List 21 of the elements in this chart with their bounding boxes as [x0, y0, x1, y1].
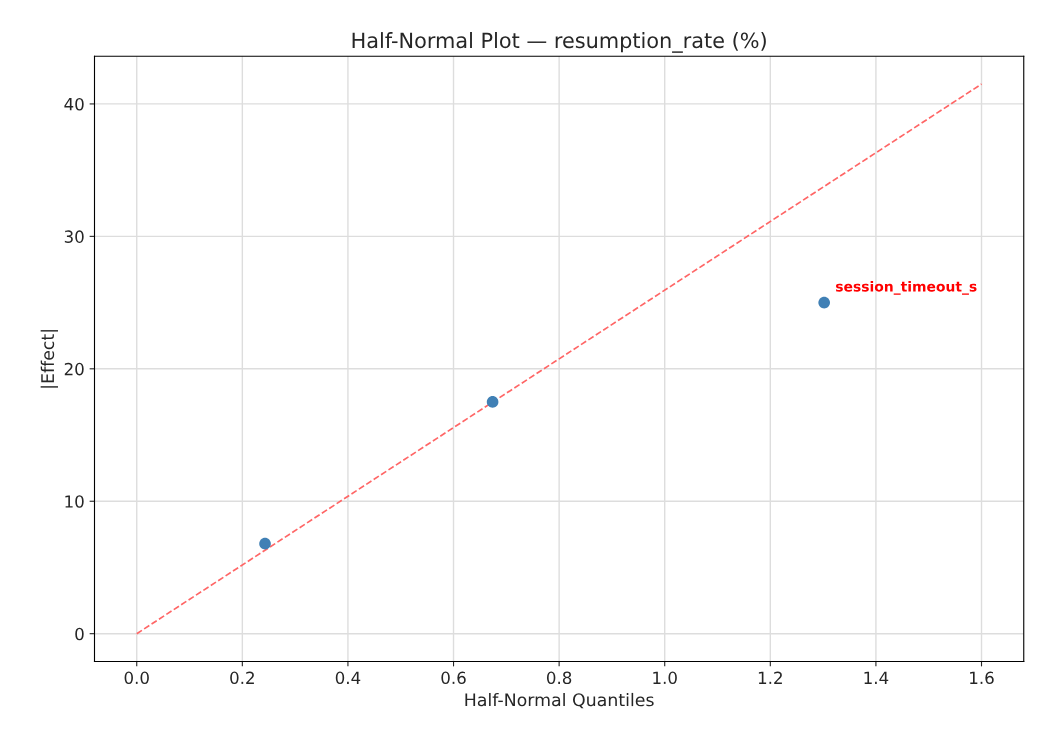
- x-tick-label: 1.0: [653, 671, 677, 685]
- point: [818, 296, 830, 309]
- x-tick-label: 1.6: [970, 671, 994, 685]
- chart-title: Half-Normal Plot — resumption_rate (%): [352, 32, 766, 53]
- y-tick-label: 30: [64, 230, 84, 243]
- x-axis-title: Half-Normal Quantiles: [465, 692, 654, 709]
- y-tick-label: 20: [64, 362, 84, 376]
- point: [259, 537, 271, 550]
- annotation: session_timeout_s: [836, 280, 977, 295]
- y-tick-label: 40: [64, 97, 84, 111]
- point: [486, 396, 499, 408]
- y-tick-label: 10: [65, 495, 84, 508]
- x-tick-label: 0.4: [335, 671, 361, 685]
- x-tick-label: 1.4: [864, 671, 889, 684]
- x-tick-label: 0.2: [230, 671, 254, 685]
- x-tick-label: 1.2: [758, 671, 782, 684]
- x-tick-label: 0.6: [441, 671, 466, 685]
- y-tick-label: 0: [75, 627, 84, 641]
- x-tick-label: 0.8: [546, 671, 572, 685]
- y-axis-title: |Effect|: [40, 330, 59, 388]
- x-tick-label: 0.0: [124, 671, 149, 685]
